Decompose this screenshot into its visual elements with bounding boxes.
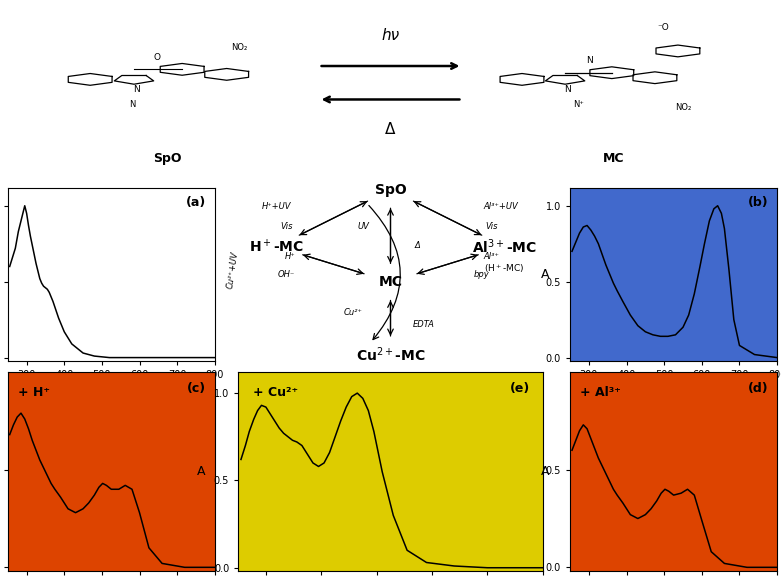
Text: NO₂: NO₂ [676, 103, 692, 113]
Text: OH⁻: OH⁻ [278, 269, 295, 279]
Text: Vis: Vis [280, 222, 293, 230]
Text: Cu$^{2+}$-MC: Cu$^{2+}$-MC [355, 345, 426, 364]
Text: (c): (c) [187, 382, 206, 395]
Text: MC: MC [379, 275, 402, 289]
Text: Al³⁺+UV: Al³⁺+UV [484, 202, 519, 211]
Text: (d): (d) [748, 382, 769, 395]
Y-axis label: A: A [541, 268, 550, 280]
Text: Al³⁺: Al³⁺ [483, 252, 499, 261]
Text: N: N [587, 57, 593, 65]
Text: NO₂: NO₂ [231, 43, 248, 52]
Text: Cu²⁺: Cu²⁺ [344, 308, 363, 317]
Text: Δ: Δ [415, 241, 420, 250]
Text: + Cu²⁺: + Cu²⁺ [253, 386, 298, 399]
X-axis label: λ (nm): λ (nm) [655, 381, 692, 391]
Text: (H$^+$-MC): (H$^+$-MC) [484, 262, 525, 275]
Text: hν: hν [381, 28, 400, 43]
Text: H$^+$-MC: H$^+$-MC [249, 238, 304, 255]
Text: N: N [564, 85, 571, 94]
Y-axis label: A: A [541, 465, 550, 478]
Text: ⁻O: ⁻O [658, 23, 669, 32]
Text: MC: MC [602, 152, 624, 164]
Text: Cu²⁺+UV: Cu²⁺+UV [226, 251, 240, 290]
Text: SpO: SpO [154, 152, 182, 164]
Text: (e): (e) [510, 382, 530, 395]
Text: UV: UV [358, 222, 369, 230]
Text: (b): (b) [748, 196, 769, 209]
Text: SpO: SpO [375, 183, 406, 197]
Text: Al$^{3+}$-MC: Al$^{3+}$-MC [473, 237, 537, 256]
Text: + Al³⁺: + Al³⁺ [580, 386, 622, 399]
Text: (a): (a) [186, 196, 206, 209]
Text: N: N [129, 100, 135, 109]
Text: EDTA: EDTA [413, 320, 435, 328]
Y-axis label: A: A [198, 465, 206, 478]
Text: Vis: Vis [485, 222, 497, 230]
Text: Δ: Δ [385, 122, 396, 137]
Text: H⁺: H⁺ [284, 252, 295, 261]
Text: + H⁺: + H⁺ [18, 386, 50, 399]
X-axis label: λ (nm): λ (nm) [93, 381, 130, 391]
Text: O: O [154, 53, 160, 62]
Text: bpy: bpy [473, 269, 489, 279]
Text: N: N [133, 85, 140, 94]
Text: H⁺+UV: H⁺+UV [262, 202, 291, 211]
Text: N⁺: N⁺ [573, 100, 584, 109]
